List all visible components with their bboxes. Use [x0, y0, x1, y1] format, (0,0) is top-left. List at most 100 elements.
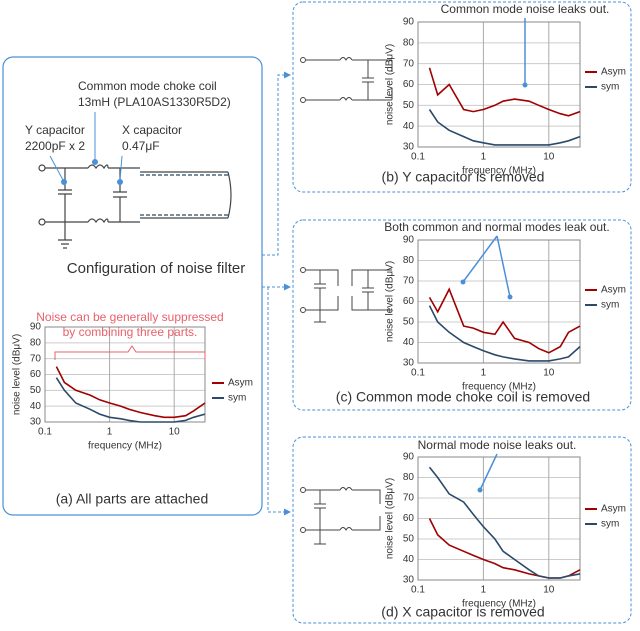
legend-label: Asym [228, 378, 253, 389]
y-tick-label: 70 [403, 58, 415, 69]
y-tick-label: 30 [403, 575, 415, 586]
y-tick-label: 40 [403, 554, 415, 565]
y-tick-label: 30 [403, 142, 415, 153]
series-line [428, 518, 581, 579]
y-tick-label: 50 [30, 385, 42, 396]
y-tick-label: 80 [30, 337, 42, 348]
y-tick-label: 60 [403, 79, 415, 90]
circuit-d [300, 487, 381, 545]
y-tick-label: 40 [403, 121, 415, 132]
choke-part: 13mH (PLA10AS1330R5D2) [78, 95, 231, 109]
circuit-b [300, 57, 393, 103]
y-tick-label: 40 [403, 337, 415, 348]
y-tick-label: 30 [403, 358, 415, 369]
x-axis-label: frequency (MHz) [88, 441, 162, 452]
series-line [428, 305, 581, 362]
y-tick-label: 80 [403, 37, 415, 48]
circuit-pointers [49, 112, 123, 185]
series-line [428, 67, 581, 117]
choke-label: Common mode choke coil [78, 79, 217, 93]
x-cap-label: X capacitor [122, 123, 182, 137]
annotation-dot [507, 294, 513, 300]
y-tick-label: 50 [403, 100, 415, 111]
y-tick-label: 60 [30, 369, 42, 380]
x-tick-label: 10 [543, 152, 555, 163]
y-cap-value: 2200pF x 2 [25, 139, 85, 153]
legend-label: Asym [601, 285, 626, 296]
plot-frame [417, 21, 581, 148]
x-tick-label: 10 [169, 427, 181, 438]
series-line [55, 377, 206, 423]
x-axis-label: frequency (MHz) [462, 599, 536, 610]
x-tick-label: 0.1 [411, 368, 425, 379]
x-tick-label: 10 [543, 368, 555, 379]
x-tick-label: 10 [543, 585, 555, 596]
y-cap-label: Y capacitor [25, 123, 85, 137]
annotation-pointer [496, 235, 511, 298]
plot-frame [44, 326, 206, 423]
legend-label: sym [601, 82, 619, 93]
y-tick-label: 80 [403, 472, 415, 483]
x-tick-label: 1 [481, 152, 487, 163]
y-tick-label: 30 [30, 417, 42, 428]
y-tick-label: 90 [403, 235, 415, 246]
circuit-c [300, 267, 392, 323]
x-axis-label: frequency (MHz) [462, 166, 536, 177]
y-tick-label: 40 [30, 401, 42, 412]
series-line [428, 287, 581, 354]
annotation-dot [460, 279, 466, 285]
annotation-brace [54, 345, 206, 360]
annotation: by combining three parts. [63, 325, 198, 339]
series-line [428, 109, 581, 146]
annotation: Noise can be generally suppressed [36, 310, 223, 324]
y-tick-label: 80 [403, 255, 415, 266]
legend-label: sym [601, 300, 619, 311]
x-tick-label: 0.1 [411, 152, 425, 163]
y-tick-label: 60 [403, 296, 415, 307]
y-tick-label: 50 [403, 534, 415, 545]
panel-b-box [292, 1, 632, 193]
y-tick-label: 60 [403, 513, 415, 524]
y-tick-label: 90 [30, 322, 42, 333]
x-tick-label: 0.1 [38, 427, 52, 438]
y-tick-label: 90 [403, 452, 415, 463]
annotation: Both common and normal modes leak out. [384, 220, 609, 234]
x-tick-label: 0.1 [411, 585, 425, 596]
panel-caption: (b) Y capacitor is removed [382, 169, 545, 185]
y-axis-label: noise level (dBμV) [385, 478, 396, 559]
x-cap-value: 0.47μF [122, 139, 160, 153]
annotation-pointer [462, 235, 498, 283]
y-tick-label: 90 [403, 17, 415, 28]
x-tick-label: 1 [481, 368, 487, 379]
legend-label: sym [601, 519, 619, 530]
annotation: Normal mode noise leaks out. [418, 438, 577, 452]
annotation: Common mode noise leaks out. [441, 2, 610, 16]
y-tick-label: 70 [403, 493, 415, 504]
y-axis-label: noise level (dBμV) [12, 334, 23, 415]
legend-label: Asym [601, 67, 626, 78]
panel-caption: (a) All parts are attached [56, 491, 209, 507]
plot-frame [417, 239, 581, 364]
annotation-pointer [479, 453, 498, 491]
x-tick-label: 1 [107, 427, 113, 438]
plot-frame [417, 456, 581, 581]
panel-c-box [292, 219, 632, 411]
y-axis-label: noise level (dBμV) [385, 261, 396, 342]
connectors [262, 71, 291, 516]
legend-label: Asym [601, 504, 626, 515]
filter-box [2, 56, 263, 516]
x-tick-label: 1 [481, 585, 487, 596]
filter-circuit [38, 164, 232, 249]
y-tick-label: 70 [30, 353, 42, 364]
diagram-caption: Configuration of noise filter [67, 260, 245, 277]
panel-caption: (d) X capacitor is removed [381, 604, 544, 620]
legend-label: sym [228, 393, 246, 404]
panel-d-box [292, 436, 632, 624]
panel-caption: (c) Common mode choke coil is removed [336, 389, 590, 405]
series-line [428, 466, 581, 579]
annotation-dot [477, 487, 483, 493]
series-line [55, 366, 206, 419]
annotation-dot [522, 82, 528, 88]
y-tick-label: 50 [403, 317, 415, 328]
